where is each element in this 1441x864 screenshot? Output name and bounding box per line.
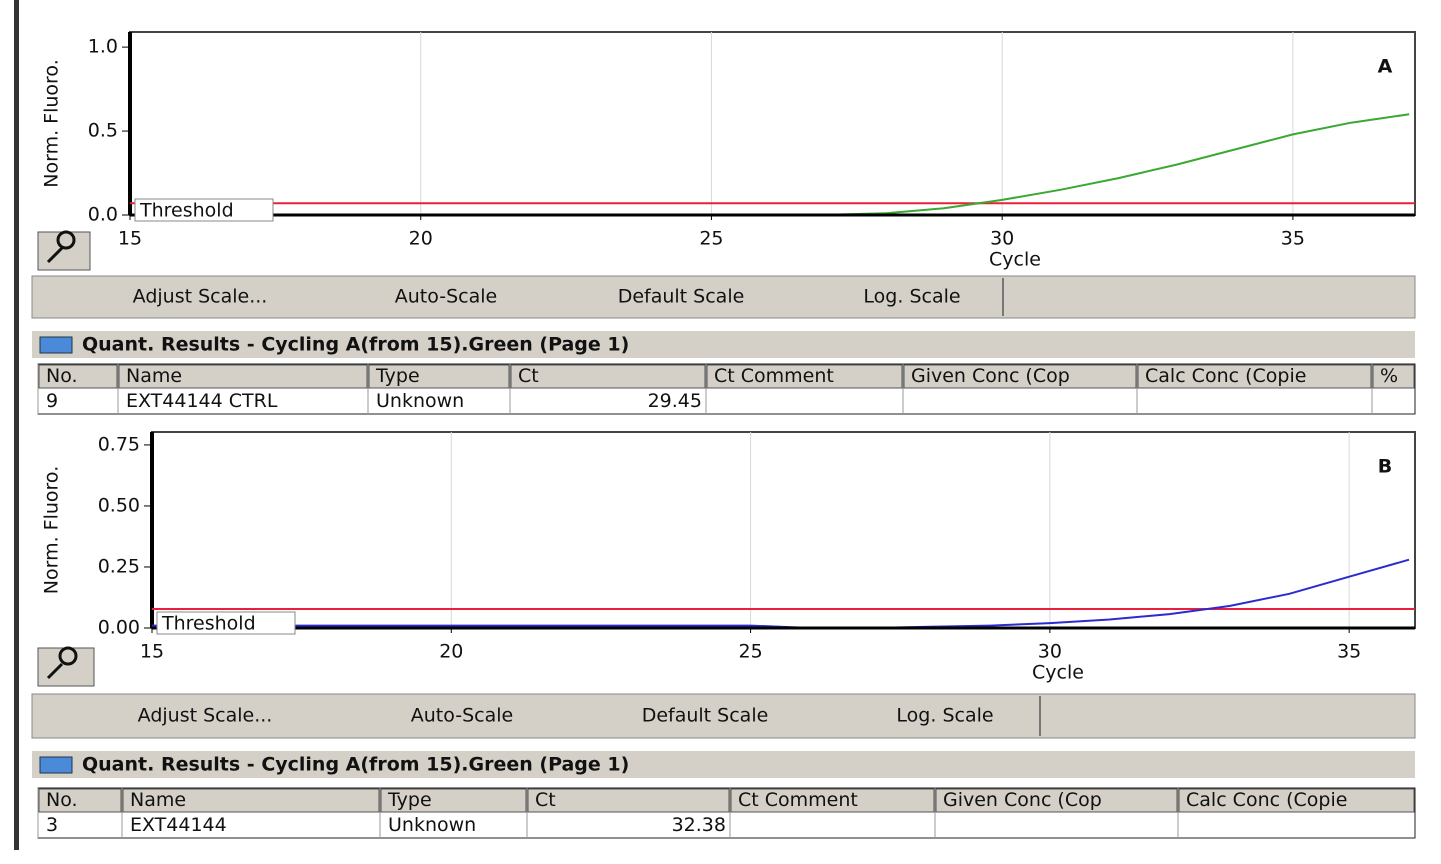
column-header-label[interactable]: Ct <box>535 789 556 811</box>
column-header-label[interactable]: Type <box>375 365 420 387</box>
column-header[interactable] <box>510 364 706 389</box>
x-axis-title: Cycle <box>989 249 1041 271</box>
x-tick-label: 35 <box>1337 641 1361 663</box>
panel-letter: B <box>1378 456 1392 478</box>
column-header-label[interactable]: Calc Conc (Copie <box>1145 365 1306 387</box>
window-icon <box>39 756 73 774</box>
toolbar-button[interactable]: Adjust Scale... <box>138 705 273 727</box>
column-header[interactable] <box>730 788 935 813</box>
column-header[interactable] <box>122 788 380 813</box>
threshold-box <box>156 611 296 635</box>
y-tick-label: 0.50 <box>98 494 140 516</box>
column-header[interactable] <box>935 788 1178 813</box>
table-cell: 3 <box>46 814 58 836</box>
y-axis-title: Norm. Fluoro. <box>41 59 63 188</box>
y-tick-label: 0.00 <box>98 617 140 639</box>
y-tick-label: 0.5 <box>88 120 118 142</box>
results-title-bar <box>32 751 1415 778</box>
table-cell: EXT44144 <box>130 814 227 836</box>
results-title: Quant. Results - Cycling A(from 15).Gree… <box>82 754 629 776</box>
plot-area <box>151 431 1416 629</box>
toolbar <box>31 275 1416 319</box>
x-tick-label: 30 <box>990 228 1014 250</box>
x-tick-label: 25 <box>699 228 723 250</box>
column-header[interactable] <box>380 788 527 813</box>
x-tick-label: 15 <box>118 228 142 250</box>
column-header[interactable] <box>1372 364 1415 389</box>
column-header-label[interactable]: Type <box>387 789 432 811</box>
x-axis-title: Cycle <box>1032 662 1084 684</box>
toolbar-button[interactable]: Log. Scale <box>863 286 960 308</box>
results-title-bar <box>32 331 1415 358</box>
y-tick-label: 0.25 <box>98 555 140 577</box>
x-tick-label: 20 <box>409 228 433 250</box>
column-header[interactable] <box>38 364 118 389</box>
column-header[interactable] <box>118 364 368 389</box>
column-header-label[interactable]: Name <box>126 365 182 387</box>
wrench <box>46 230 76 264</box>
toolbar-button[interactable]: Log. Scale <box>896 705 993 727</box>
column-header-label[interactable]: Ct Comment <box>738 789 858 811</box>
toolbar-button[interactable]: Auto-Scale <box>395 286 497 308</box>
x-tick-label: 25 <box>738 641 762 663</box>
column-header[interactable] <box>38 788 122 813</box>
window-edge <box>14 0 19 850</box>
table-cell: 32.38 <box>672 814 726 836</box>
x-tick-label: 35 <box>1281 228 1305 250</box>
threshold-box <box>134 198 274 222</box>
column-header-label[interactable]: Calc Conc (Copie <box>1186 789 1347 811</box>
column-header-label[interactable]: No. <box>46 365 78 387</box>
toolbar <box>31 693 1416 739</box>
column-header-label[interactable]: Name <box>130 789 186 811</box>
toolbar-button[interactable]: Default Scale <box>642 705 769 727</box>
toolbar-button[interactable]: Adjust Scale... <box>133 286 268 308</box>
y-axis-title: Norm. Fluoro. <box>41 466 63 595</box>
toolbar-button[interactable]: Auto-Scale <box>411 705 513 727</box>
threshold-label: Threshold <box>139 200 234 222</box>
column-header-label[interactable]: Ct Comment <box>714 365 834 387</box>
y-tick-label: 1.0 <box>88 36 118 58</box>
table-cell: Unknown <box>388 814 476 836</box>
column-header[interactable] <box>368 364 510 389</box>
column-header-label[interactable]: Given Conc (Cop <box>943 789 1102 811</box>
column-header-label[interactable]: Given Conc (Cop <box>911 365 1070 387</box>
x-tick-label: 15 <box>140 641 164 663</box>
x-tick-label: 30 <box>1038 641 1062 663</box>
column-header[interactable] <box>1178 788 1415 813</box>
toolbar-button[interactable]: Default Scale <box>618 286 745 308</box>
tool-icon[interactable] <box>37 231 91 271</box>
threshold-label: Threshold <box>161 613 256 635</box>
column-header[interactable] <box>706 364 903 389</box>
table-cell: EXT44144 CTRL <box>126 390 278 412</box>
table-cell: 29.45 <box>648 390 702 412</box>
y-tick-label: 0.75 <box>98 433 140 455</box>
column-header-label[interactable]: No. <box>46 789 78 811</box>
wrench <box>46 646 78 680</box>
column-header[interactable] <box>527 788 730 813</box>
tool-icon[interactable] <box>37 647 95 687</box>
column-header[interactable] <box>903 364 1137 389</box>
panel-letter: A <box>1378 56 1393 78</box>
table-cell: 9 <box>46 390 58 412</box>
window-icon <box>39 336 73 354</box>
column-header[interactable] <box>1137 364 1372 389</box>
column-header-label[interactable]: % <box>1380 365 1398 387</box>
x-tick-label: 20 <box>439 641 463 663</box>
y-tick-label: 0.0 <box>88 204 118 226</box>
column-header-label[interactable]: Ct <box>518 365 539 387</box>
results-title: Quant. Results - Cycling A(from 15).Gree… <box>82 334 629 356</box>
table-cell: Unknown <box>376 390 464 412</box>
plot-area <box>129 31 1416 216</box>
